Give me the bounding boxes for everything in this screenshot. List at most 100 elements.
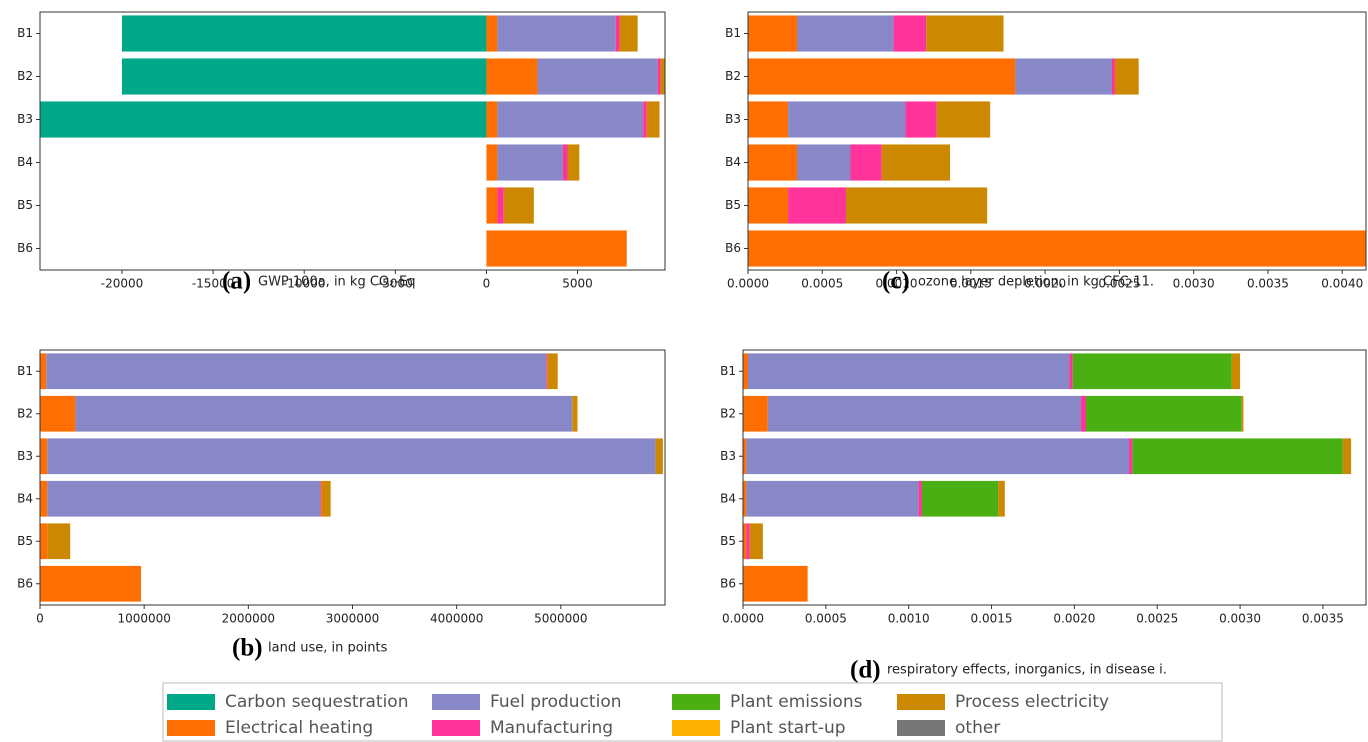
bar-segment bbox=[881, 144, 951, 181]
bar-segment bbox=[905, 101, 937, 138]
legend-label: Manufacturing bbox=[490, 718, 613, 738]
axes-frame bbox=[39, 11, 666, 271]
x-tick-label: 0 bbox=[483, 277, 491, 291]
axes-frame bbox=[39, 349, 666, 606]
bar-segment bbox=[748, 15, 798, 52]
y-tick-label: B3 bbox=[725, 112, 741, 126]
bar-segment bbox=[46, 353, 547, 390]
bar-segment bbox=[918, 480, 922, 517]
bar-segment bbox=[743, 353, 748, 390]
x-tick-label: -20000 bbox=[101, 277, 144, 291]
x-tick-label: 0.0025 bbox=[1098, 277, 1140, 291]
x-tick-label: 0.0020 bbox=[1053, 612, 1095, 626]
legend-swatch bbox=[672, 720, 720, 736]
y-tick-label: B4 bbox=[725, 155, 741, 169]
bar-segment bbox=[655, 438, 663, 475]
bar-segment bbox=[321, 480, 331, 517]
bar-segment bbox=[748, 187, 789, 224]
bar-segment bbox=[47, 480, 321, 517]
x-axis-label: respiratory effects, inorganics, in dise… bbox=[887, 663, 1167, 678]
bar-segment bbox=[121, 15, 487, 52]
y-tick-label: B6 bbox=[17, 241, 33, 255]
bar-segment bbox=[40, 438, 48, 475]
bar-segment bbox=[1085, 395, 1242, 432]
bar-segment bbox=[497, 15, 616, 52]
y-tick-label: B2 bbox=[17, 406, 33, 420]
bar-segment bbox=[1015, 58, 1112, 95]
legend-swatch bbox=[672, 694, 720, 710]
y-tick-label: B3 bbox=[17, 112, 33, 126]
bar-segment bbox=[746, 523, 750, 560]
bar-segment bbox=[788, 101, 906, 138]
bar-segment bbox=[497, 101, 644, 138]
bar-segment bbox=[40, 395, 76, 432]
x-tick-label: 3000000 bbox=[326, 612, 379, 626]
bar-segment bbox=[657, 58, 661, 95]
bar-segment bbox=[567, 144, 580, 181]
x-tick-label: 0 bbox=[36, 612, 44, 626]
x-tick-label: 0.0005 bbox=[801, 277, 843, 291]
bar-segment bbox=[75, 395, 573, 432]
y-tick-label: B1 bbox=[720, 364, 736, 378]
y-tick-label: B4 bbox=[17, 491, 33, 505]
x-tick-label: 0.0005 bbox=[805, 612, 847, 626]
bar-segment bbox=[767, 395, 1082, 432]
axes-frame bbox=[747, 11, 1367, 271]
x-axis-label: land use, in points bbox=[268, 641, 388, 656]
bar-segment bbox=[1069, 353, 1073, 390]
bar-segment bbox=[748, 144, 798, 181]
x-tick-label: 0.0000 bbox=[727, 277, 769, 291]
y-tick-label: B3 bbox=[17, 449, 33, 463]
bar-segment bbox=[615, 15, 620, 52]
bar-segment bbox=[121, 58, 487, 95]
legend-label: other bbox=[955, 718, 1000, 738]
legend-swatch bbox=[167, 720, 215, 736]
x-tick-label: 0.0030 bbox=[1219, 612, 1261, 626]
x-tick-label: 0.0025 bbox=[1136, 612, 1178, 626]
bar-segment bbox=[47, 438, 656, 475]
bar-segment bbox=[797, 15, 894, 52]
y-tick-label: B4 bbox=[17, 155, 33, 169]
legend-label: Carbon sequestration bbox=[225, 692, 408, 712]
x-tick-label: 1000000 bbox=[117, 612, 170, 626]
legend-swatch bbox=[432, 694, 480, 710]
x-axis-label: GWP 100a, in kg CO₂-Eq bbox=[258, 275, 416, 290]
bar-segment bbox=[40, 480, 48, 517]
x-tick-label: -10000 bbox=[283, 277, 326, 291]
legend-label: Electrical heating bbox=[225, 718, 373, 738]
bar-segment bbox=[643, 101, 647, 138]
bar-segment bbox=[743, 395, 768, 432]
x-tick-label: 0.0015 bbox=[971, 612, 1013, 626]
bar-segment bbox=[40, 565, 142, 602]
bar-segment bbox=[1072, 353, 1232, 390]
bar-segment bbox=[503, 187, 534, 224]
panel-label: (c) bbox=[882, 268, 910, 295]
bar-segment bbox=[743, 523, 747, 560]
x-tick-label: 0.0015 bbox=[950, 277, 992, 291]
legend-swatch bbox=[432, 720, 480, 736]
bar-segment bbox=[497, 144, 563, 181]
y-tick-label: B6 bbox=[725, 241, 741, 255]
x-tick-label: 0.0040 bbox=[1321, 277, 1363, 291]
bar-segment bbox=[497, 187, 504, 224]
bar-segment bbox=[486, 15, 498, 52]
bar-segment bbox=[850, 144, 882, 181]
x-tick-label: 0.0010 bbox=[876, 277, 918, 291]
bar-segment bbox=[746, 480, 919, 517]
bar-segment bbox=[748, 230, 1366, 267]
bar-segment bbox=[40, 353, 47, 390]
plot-area bbox=[748, 15, 1366, 267]
bar-segment bbox=[486, 144, 498, 181]
y-tick-label: B3 bbox=[720, 449, 736, 463]
x-tick-label: 4000000 bbox=[430, 612, 483, 626]
x-tick-label: -5000 bbox=[378, 277, 413, 291]
x-tick-label: 0.0010 bbox=[888, 612, 930, 626]
bar-segment bbox=[743, 480, 747, 517]
plot-area bbox=[40, 353, 663, 602]
bar-segment bbox=[797, 144, 851, 181]
y-tick-label: B2 bbox=[17, 69, 33, 83]
x-tick-label: 0.0035 bbox=[1302, 612, 1344, 626]
bar-segment bbox=[486, 58, 538, 95]
x-tick-label: -15000 bbox=[192, 277, 235, 291]
